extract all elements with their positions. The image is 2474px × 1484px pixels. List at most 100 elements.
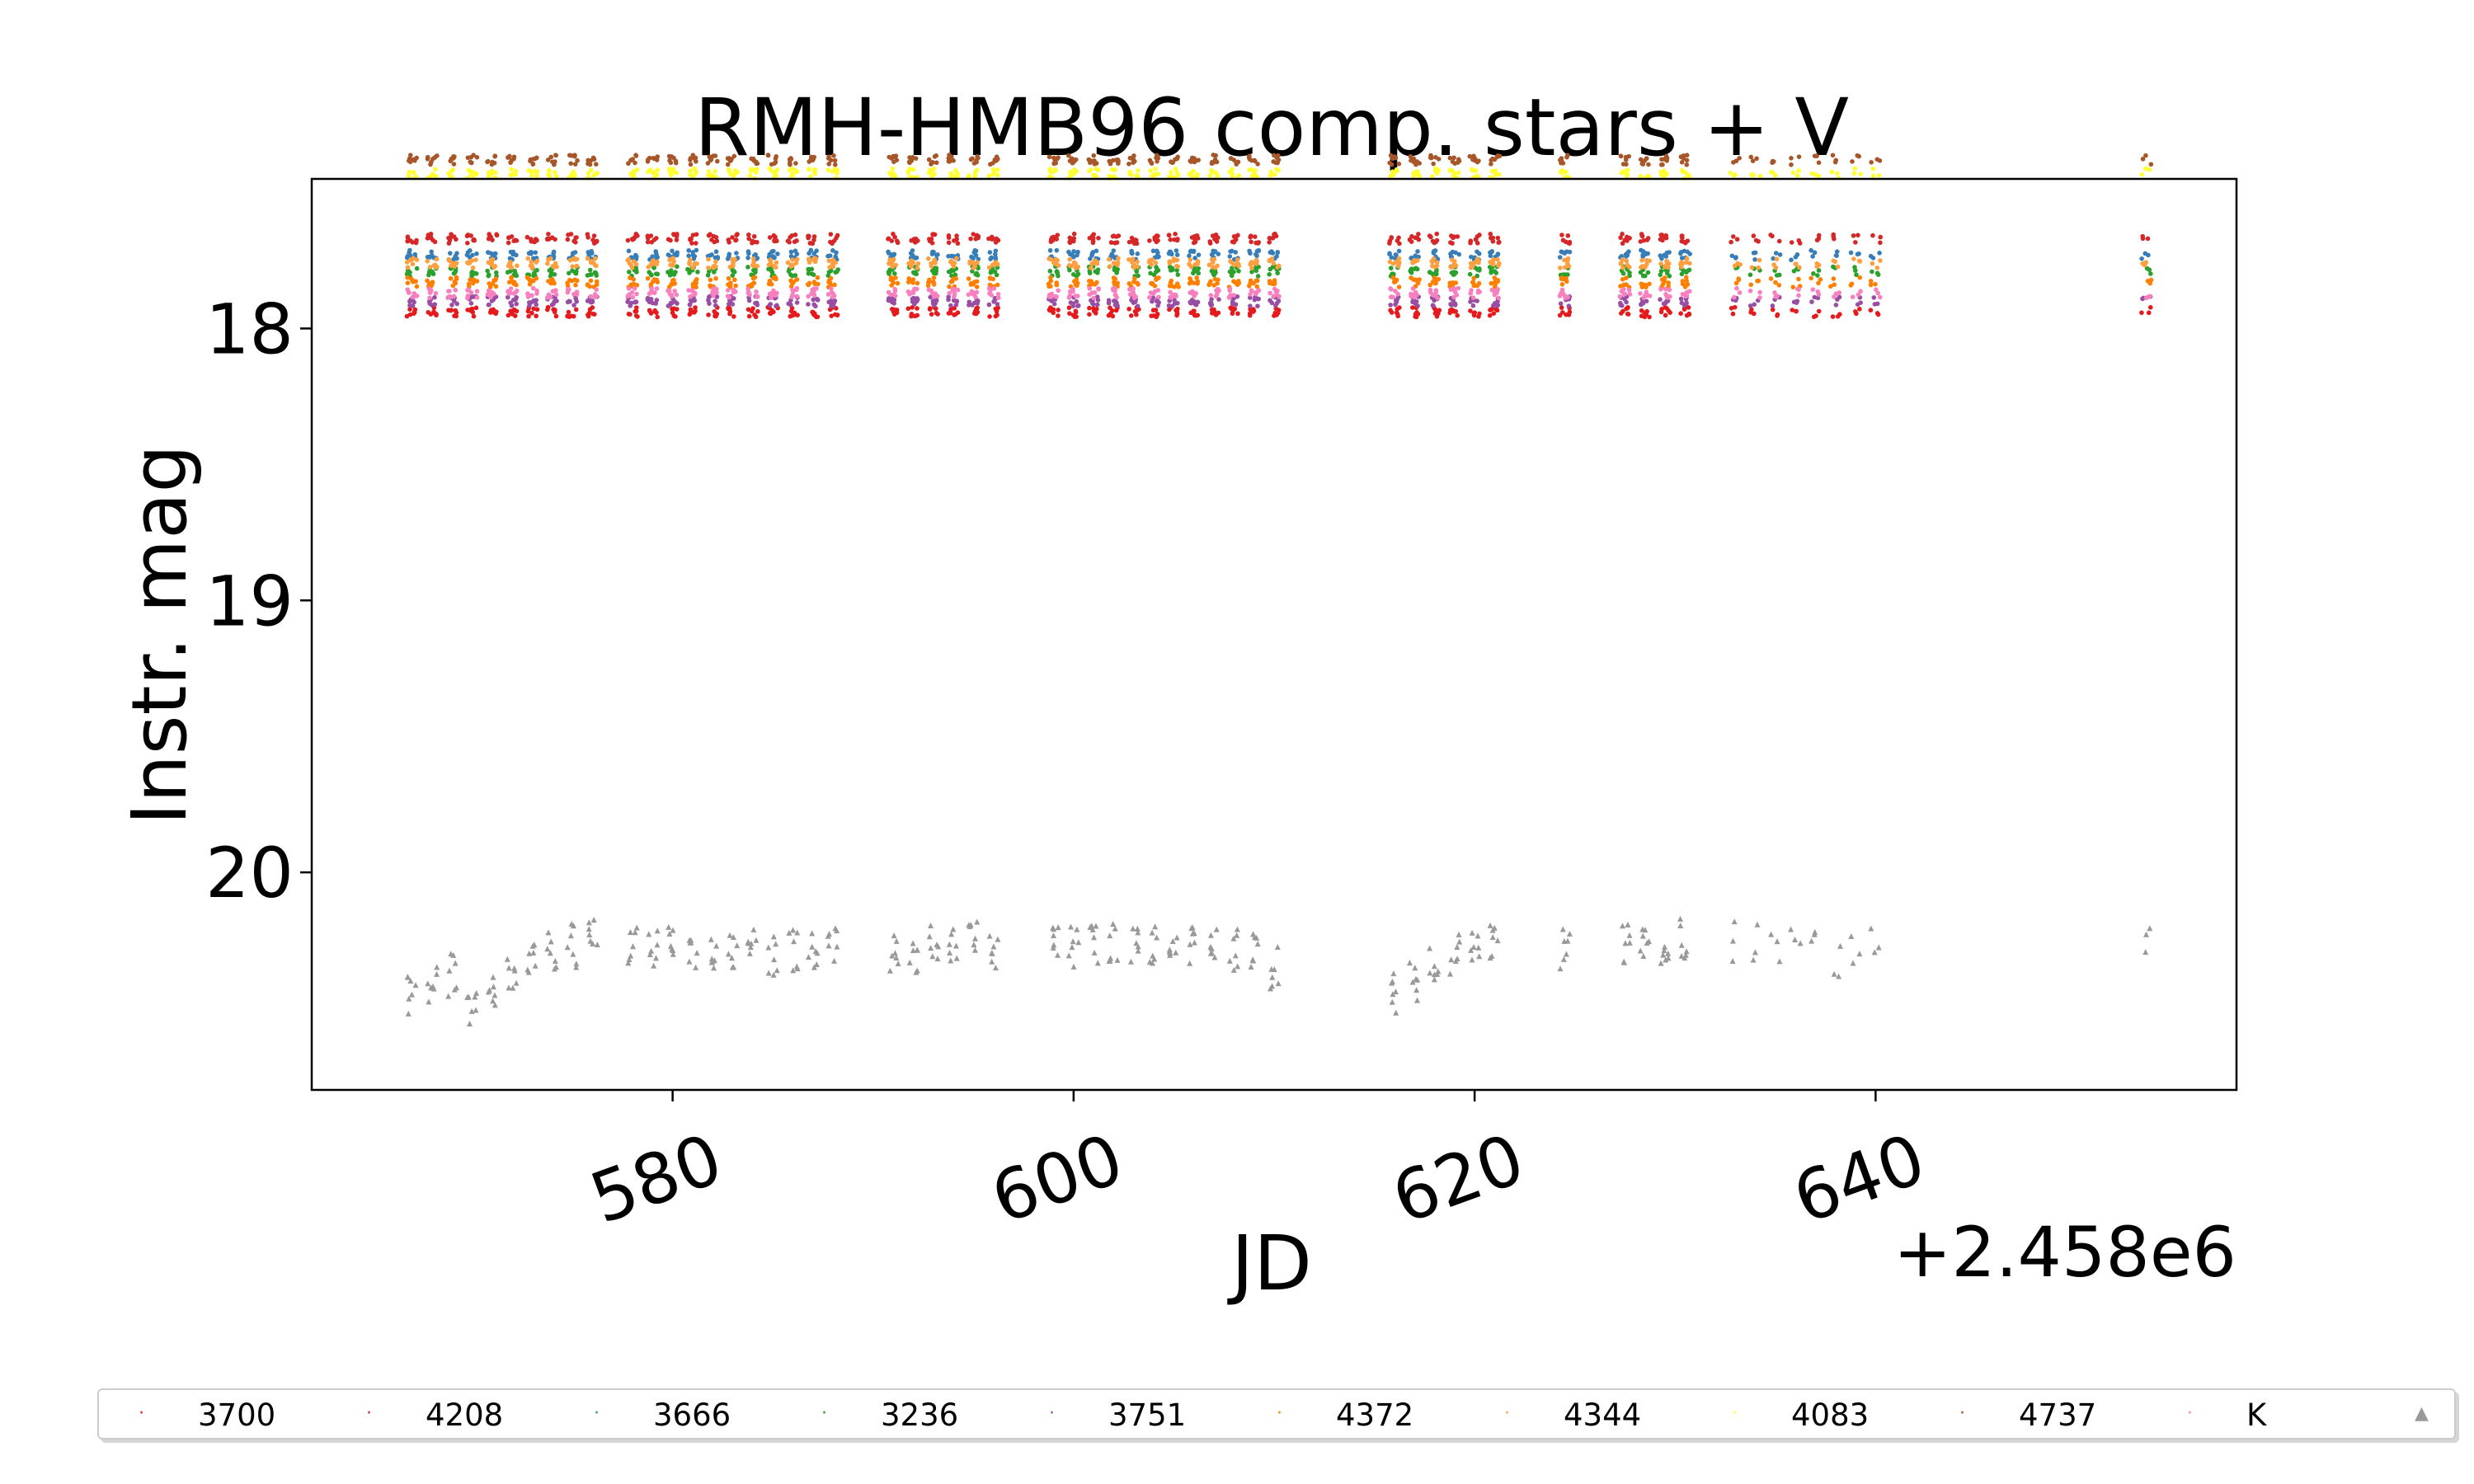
data-point-K bbox=[534, 288, 539, 294]
data-point-4083 bbox=[1625, 167, 1630, 172]
data-point-4083 bbox=[533, 168, 538, 174]
data-point-3666 bbox=[709, 252, 714, 257]
data-point-3666 bbox=[1129, 248, 1135, 254]
data-point-4372 bbox=[1167, 283, 1173, 289]
data-point-3700 bbox=[693, 308, 698, 313]
data-point-V bbox=[929, 953, 936, 960]
data-point-V bbox=[793, 963, 800, 970]
data-point-V bbox=[586, 919, 592, 926]
legend-item-3751: · 3751 bbox=[1009, 1398, 1224, 1431]
data-point-3751 bbox=[813, 303, 818, 309]
data-point-3700 bbox=[1837, 312, 1842, 317]
data-point-3751 bbox=[1794, 300, 1799, 305]
data-point-4372 bbox=[995, 282, 1000, 288]
data-point-4083 bbox=[450, 167, 455, 172]
data-point-3751 bbox=[1752, 302, 1757, 308]
data-point-3666 bbox=[486, 250, 491, 255]
data-point-3236 bbox=[486, 273, 492, 279]
data-point-V bbox=[1836, 973, 1842, 979]
data-point-3666 bbox=[1088, 256, 1093, 261]
data-point-4737 bbox=[1247, 157, 1253, 162]
data-point-3751 bbox=[1833, 303, 1839, 308]
data-point-4208 bbox=[727, 240, 731, 245]
data-point-4737 bbox=[1436, 157, 1442, 162]
data-point-4737 bbox=[1188, 159, 1193, 164]
data-point-V bbox=[1230, 966, 1237, 973]
legend-marker: · bbox=[366, 1403, 372, 1424]
data-point-4344 bbox=[1429, 259, 1435, 264]
data-point-4083 bbox=[2143, 166, 2148, 171]
data-point-4344 bbox=[593, 256, 598, 261]
data-point-4737 bbox=[646, 157, 651, 162]
data-point-3700 bbox=[512, 313, 518, 318]
data-point-3666 bbox=[1777, 252, 1783, 257]
data-point-3751 bbox=[1167, 298, 1172, 303]
data-point-3751 bbox=[951, 298, 957, 303]
data-point-3700 bbox=[713, 313, 717, 319]
data-point-3700 bbox=[407, 307, 412, 312]
data-point-V bbox=[728, 955, 735, 961]
data-point-V bbox=[790, 927, 797, 933]
data-point-V bbox=[1235, 963, 1241, 970]
data-point-4344 bbox=[450, 261, 456, 267]
data-point-V bbox=[653, 955, 660, 961]
data-point-4083 bbox=[1870, 173, 1876, 179]
data-point-3236 bbox=[793, 273, 798, 278]
data-point-V bbox=[1678, 952, 1685, 959]
data-point-4208 bbox=[1134, 241, 1140, 247]
data-point-3751 bbox=[788, 303, 793, 308]
data-point-3666 bbox=[1066, 249, 1071, 255]
data-point-4083 bbox=[972, 170, 978, 175]
data-point-4372 bbox=[448, 275, 454, 281]
data-point-4208 bbox=[986, 236, 991, 242]
data-point-3700 bbox=[1153, 308, 1159, 312]
data-point-3700 bbox=[1251, 307, 1256, 312]
data-point-4344 bbox=[553, 261, 558, 266]
data-point-3666 bbox=[1396, 248, 1402, 254]
data-point-4083 bbox=[1558, 169, 1564, 175]
data-point-V bbox=[1412, 965, 1418, 971]
data-point-3236 bbox=[567, 270, 571, 276]
data-point-3700 bbox=[1415, 311, 1421, 317]
data-point-4208 bbox=[1468, 238, 1474, 244]
data-point-3751 bbox=[1248, 303, 1253, 308]
data-point-3236 bbox=[1174, 268, 1179, 273]
data-point-V bbox=[1389, 998, 1395, 1005]
data-point-4344 bbox=[1638, 265, 1644, 270]
data-point-3700 bbox=[1471, 312, 1477, 318]
data-point-4737 bbox=[1252, 157, 1257, 163]
data-point-3751 bbox=[645, 297, 651, 303]
data-point-3700 bbox=[1468, 308, 1473, 313]
data-point-V bbox=[1620, 958, 1627, 965]
data-point-3666 bbox=[1678, 251, 1683, 256]
data-point-4344 bbox=[1562, 265, 1568, 270]
data-point-4344 bbox=[1115, 261, 1121, 265]
data-point-4208 bbox=[1416, 232, 1421, 237]
data-point-4083 bbox=[2139, 171, 2145, 177]
data-point-4372 bbox=[1396, 284, 1402, 289]
data-point-K bbox=[745, 290, 751, 296]
data-point-3700 bbox=[788, 308, 794, 314]
data-point-4344 bbox=[692, 261, 698, 266]
data-point-3700 bbox=[1056, 313, 1061, 318]
data-point-4344 bbox=[1475, 256, 1480, 262]
data-point-4737 bbox=[651, 155, 656, 161]
data-point-4737 bbox=[1830, 153, 1836, 158]
data-point-4208 bbox=[449, 234, 454, 240]
data-point-4372 bbox=[1666, 284, 1671, 289]
legend-marker: · bbox=[1732, 1403, 1738, 1424]
data-point-4208 bbox=[1427, 233, 1432, 238]
data-point-4208 bbox=[689, 241, 694, 246]
data-point-4208 bbox=[690, 232, 696, 237]
data-point-4208 bbox=[1496, 240, 1501, 246]
data-point-K bbox=[553, 292, 559, 298]
data-point-V bbox=[1114, 956, 1121, 963]
data-point-4083 bbox=[1249, 167, 1254, 172]
data-point-4372 bbox=[1132, 276, 1137, 281]
data-point-3700 bbox=[1830, 314, 1836, 319]
data-point-3236 bbox=[1268, 266, 1273, 272]
data-point-4344 bbox=[1271, 261, 1276, 266]
data-point-V bbox=[1187, 941, 1193, 947]
data-point-V bbox=[464, 993, 471, 1000]
data-point-3666 bbox=[971, 256, 976, 261]
